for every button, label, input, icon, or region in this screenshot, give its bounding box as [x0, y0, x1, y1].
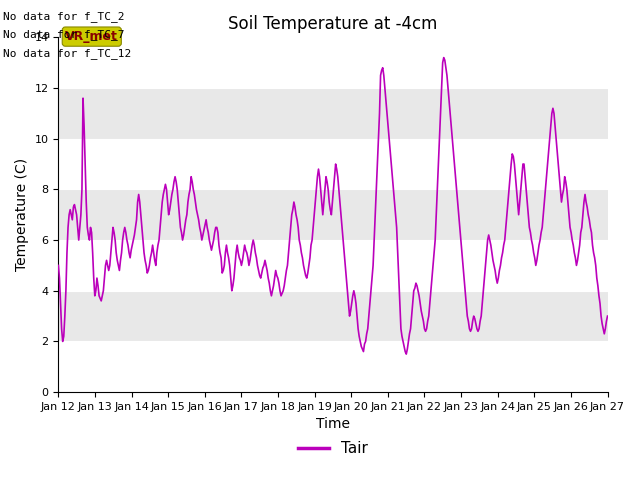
Text: No data for f_TC_7: No data for f_TC_7: [3, 29, 125, 40]
Title: Soil Temperature at -4cm: Soil Temperature at -4cm: [228, 15, 438, 33]
Bar: [58, 341, 607, 392]
Legend: Tair: Tair: [292, 435, 374, 463]
Text: No data for f_TC_2: No data for f_TC_2: [3, 11, 125, 22]
Y-axis label: Temperature (C): Temperature (C): [15, 158, 29, 271]
Text: No data for f_TC_12: No data for f_TC_12: [3, 48, 131, 59]
Bar: [58, 37, 607, 88]
Bar: [58, 240, 607, 291]
Text: VR_met: VR_met: [65, 30, 118, 43]
Bar: [58, 139, 607, 190]
X-axis label: Time: Time: [316, 418, 350, 432]
